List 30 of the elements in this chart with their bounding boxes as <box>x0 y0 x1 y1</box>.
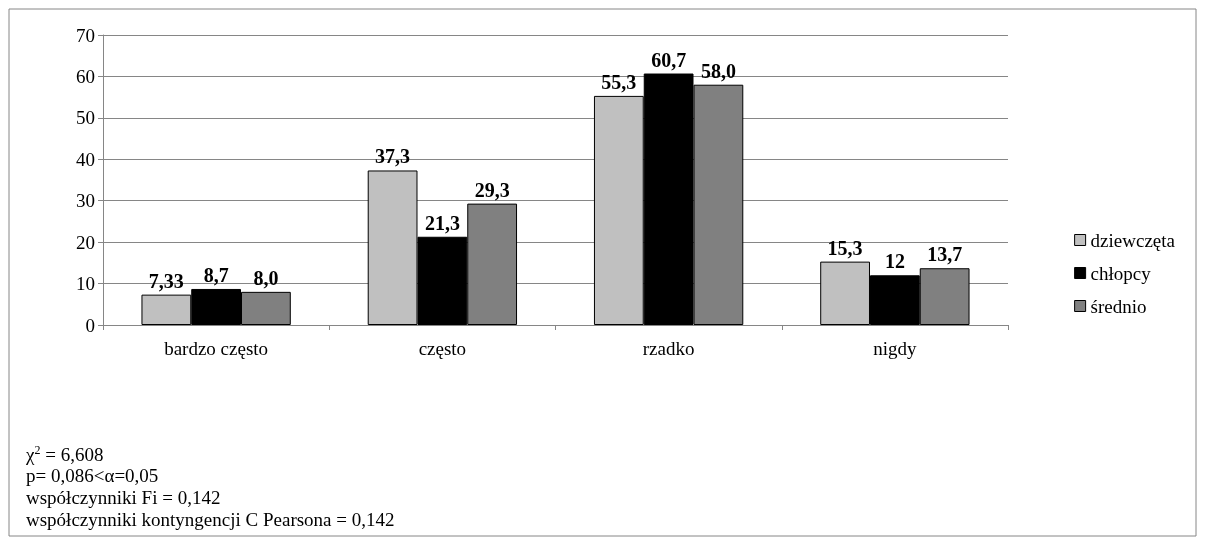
y-tick-label: 60 <box>76 65 95 87</box>
legend-label: chłopcy <box>1090 262 1152 284</box>
x-tick-label: często <box>418 338 467 359</box>
data-label: 7,33 <box>148 269 184 292</box>
y-tick-label: 10 <box>76 273 95 295</box>
y-tick-label: 30 <box>76 190 95 212</box>
y-tick-label: 20 <box>76 231 95 253</box>
data-label: 12 <box>884 250 905 273</box>
y-tick-label: 0 <box>85 314 95 336</box>
data-label: 58,0 <box>700 59 736 82</box>
y-tick-label: 70 <box>76 24 95 46</box>
legend-label: dziewczęta <box>1090 229 1176 251</box>
data-label: 15,3 <box>827 236 863 259</box>
data-label: 55,3 <box>601 70 637 93</box>
x-tick-label: rzadko <box>642 338 695 359</box>
data-label: 8,0 <box>253 266 279 289</box>
data-label: 8,7 <box>203 263 229 286</box>
data-label: 37,3 <box>375 145 411 168</box>
text: współczynniki kontyngencji C Pearsona = 0,142 <box>26 509 395 530</box>
data-label: 60,7 <box>651 48 687 71</box>
x-tick-label: nigdy <box>873 338 918 359</box>
data-label: 13,7 <box>927 243 963 266</box>
data-label: 29,3 <box>474 178 510 201</box>
text: p= 0,086<α=0,05 <box>26 465 159 486</box>
y-tick-label: 50 <box>76 107 95 129</box>
y-tick-label: 40 <box>76 148 95 170</box>
data-label: 21,3 <box>424 211 460 234</box>
x-tick-label: bardzo często <box>164 338 269 359</box>
legend-label: średnio <box>1090 295 1147 317</box>
text: współczynniki Fi = 0,142 <box>26 487 221 508</box>
